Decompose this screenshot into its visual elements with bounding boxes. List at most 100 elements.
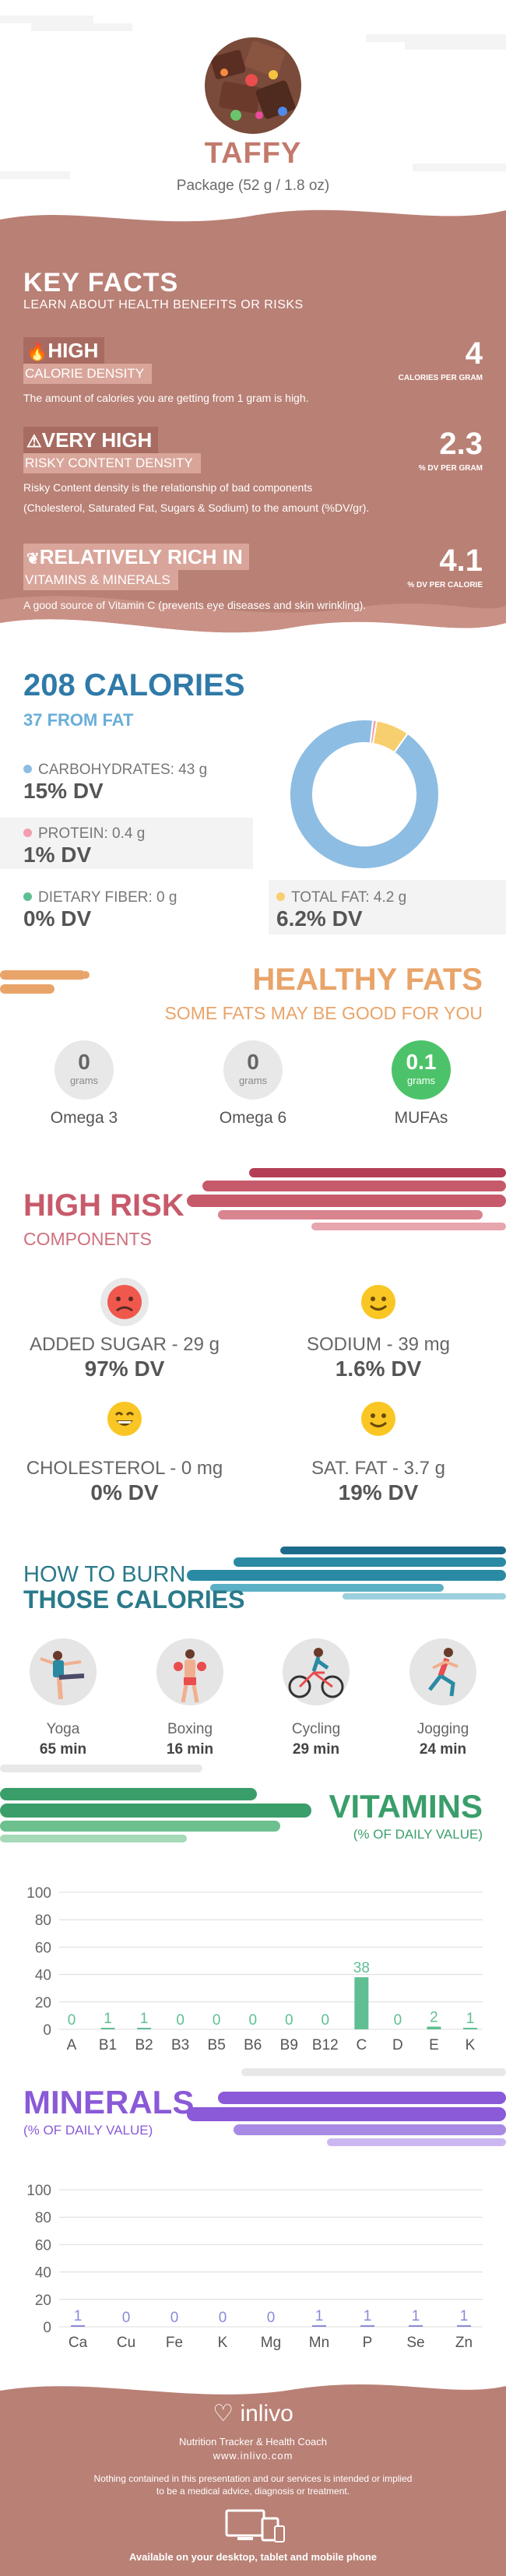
bar-Mn: [312, 2325, 326, 2327]
fact-level-rich: ❦RELATIVELY RICH IN: [23, 544, 249, 570]
category-label: C: [356, 2037, 367, 2053]
category-label: Mn: [309, 2335, 329, 2351]
bar-value-label: 0: [122, 2310, 131, 2326]
activity-yoga-label: Yoga: [46, 1721, 80, 1737]
fact-vitamins-minerals: ❦RELATIVELY RICH IN VITAMINS & MINERALS: [23, 544, 249, 590]
bar-value-label: 1: [104, 2011, 112, 2027]
risk-cholesterol-dv: 0% DV: [90, 1480, 159, 1504]
category-label: B2: [135, 2037, 153, 2053]
fact-value: 2.3: [439, 427, 483, 461]
category-label: Mg: [261, 2335, 281, 2351]
category-label: Cu: [117, 2335, 135, 2351]
calories-from-fat: 37 FROM FAT: [23, 710, 134, 730]
food-photo: [205, 37, 301, 134]
category-label: B6: [244, 2037, 262, 2053]
footer-url[interactable]: www.inlivo.com: [213, 2450, 293, 2462]
vitamins-decoration: [0, 1765, 311, 1842]
carbohydrates-dot: [23, 765, 32, 773]
footer-background: [0, 2384, 506, 2576]
category-label: B9: [280, 2037, 298, 2053]
bar-Zn: [457, 2325, 471, 2327]
omega3-label: Omega 3: [50, 1109, 118, 1127]
bar-value-label: 0: [322, 2012, 330, 2029]
activity-yoga-time: 65 min: [39, 1741, 87, 1758]
nutrient-dv: 0% DV: [23, 906, 92, 931]
header-background: [0, 16, 506, 234]
y-tick-label: 60: [35, 1940, 51, 1956]
bar-Ca: [71, 2325, 85, 2327]
nutrient-protein: PROTEIN: 0.4 g 1% DV: [23, 825, 146, 867]
category-label: Ca: [69, 2335, 88, 2351]
risk-added-sugar-dv: 97% DV: [84, 1357, 165, 1381]
fact-label: VITAMINS & MINERALS: [23, 570, 178, 590]
protein-dot: [23, 829, 32, 837]
omega6-circle: 0 grams: [223, 1040, 283, 1100]
activity-boxing-label: Boxing: [167, 1721, 213, 1737]
vitamins-bar-chart: 0204060801000A1B11B20B30B50B60B90B1238C0…: [26, 1885, 483, 2053]
minerals-bar-chart: 0 20 40 60 80 100 1 Ca 0 Cu 0 Fe 0 K 0 Mg 1 Mn 1 P 1 Se 1 Zn: [26, 2183, 483, 2351]
bar-value-label: 0: [248, 2012, 257, 2029]
yoga-icon: [30, 1638, 97, 1705]
category-label: D: [392, 2037, 403, 2053]
high-risk-title: HIGH RISK: [23, 1188, 184, 1223]
fact-value: 4.1: [439, 544, 483, 578]
bar-value-label: 1: [315, 2308, 324, 2324]
key-facts-title: KEY FACTS: [23, 268, 179, 297]
donut-slice-carbohydrates: [289, 719, 440, 870]
fact-description: The amount of calories you are getting f…: [23, 392, 309, 404]
bar-value-label: 1: [466, 2011, 475, 2027]
category-label: K: [466, 2037, 476, 2053]
bar-value-label: 0: [68, 2012, 76, 2029]
omega6-label: Omega 6: [219, 1109, 287, 1127]
bar-value-label: 1: [412, 2308, 420, 2324]
y-tick-label: 80: [35, 2210, 51, 2226]
bar-B1: [100, 2028, 115, 2029]
nutrient-total-fat: TOTAL FAT: 4.2 g 6.2% DV: [276, 889, 407, 931]
high-risk-decoration: [187, 1168, 506, 1230]
footer-tagline: Nutrition Tracker & Health Coach: [178, 2436, 328, 2448]
fact-unit: % DV PER CALORIE: [407, 581, 483, 589]
fact-value: 4: [465, 336, 483, 371]
y-tick-label: 20: [35, 1995, 51, 2011]
fact-level-very-high: ⚠VERY HIGH: [23, 427, 159, 453]
flame-icon: 🔥: [26, 342, 48, 361]
minerals-decoration: [187, 2068, 506, 2146]
leaf-icon: ❦: [26, 551, 40, 568]
bar-value-label: 0: [170, 2310, 179, 2326]
burn-title-line2: THOSE CALORIES: [23, 1585, 245, 1614]
bar-value-label: 38: [353, 1960, 370, 1976]
food-title: TAFFY: [204, 137, 302, 170]
y-tick-label: 0: [43, 2320, 51, 2336]
jogging-icon: [409, 1638, 476, 1705]
burn-title-line1: HOW TO BURN: [23, 1562, 186, 1587]
bar-value-label: 0: [394, 2012, 402, 2029]
category-label: E: [429, 2037, 439, 2053]
bar-value-label: 1: [140, 2011, 149, 2027]
nutrient-protein-row: [0, 818, 253, 869]
nutrient-dv: 1% DV: [23, 843, 92, 867]
footer-devices: Available on your desktop, tablet and mo…: [128, 2551, 378, 2563]
serving-size: Package (52 g / 1.8 oz): [176, 178, 330, 194]
bar-K: [463, 2028, 477, 2029]
risk-sat-fat-dv: 19% DV: [338, 1480, 419, 1504]
nutrient-carbohydrates: CARBOHYDRATES: 43 g 15% DV: [23, 762, 208, 803]
bar-value-label: 0: [285, 2012, 293, 2029]
smile-face-icon: [354, 1395, 402, 1443]
bar-value-label: 1: [460, 2308, 469, 2324]
y-tick-label: 0: [43, 2022, 51, 2039]
bar-value-label: 0: [176, 2012, 184, 2029]
activity-boxing-time: 16 min: [166, 1741, 214, 1758]
minerals-title: MINERALS: [23, 2084, 195, 2120]
bar-value-label: 1: [74, 2308, 83, 2324]
grin-face-icon: [100, 1395, 149, 1443]
y-tick-label: 100: [26, 1885, 51, 1902]
mufas-circle: 0.1 grams: [392, 1040, 451, 1100]
fat-dot: [276, 892, 285, 901]
vitamins-subtitle: (% OF DAILY VALUE): [353, 1827, 483, 1842]
category-label: Fe: [166, 2335, 183, 2351]
y-tick-label: 60: [35, 2237, 51, 2254]
nutrient-dv: 15% DV: [23, 779, 104, 803]
bar-P: [360, 2325, 374, 2327]
bar-Se: [409, 2325, 423, 2327]
